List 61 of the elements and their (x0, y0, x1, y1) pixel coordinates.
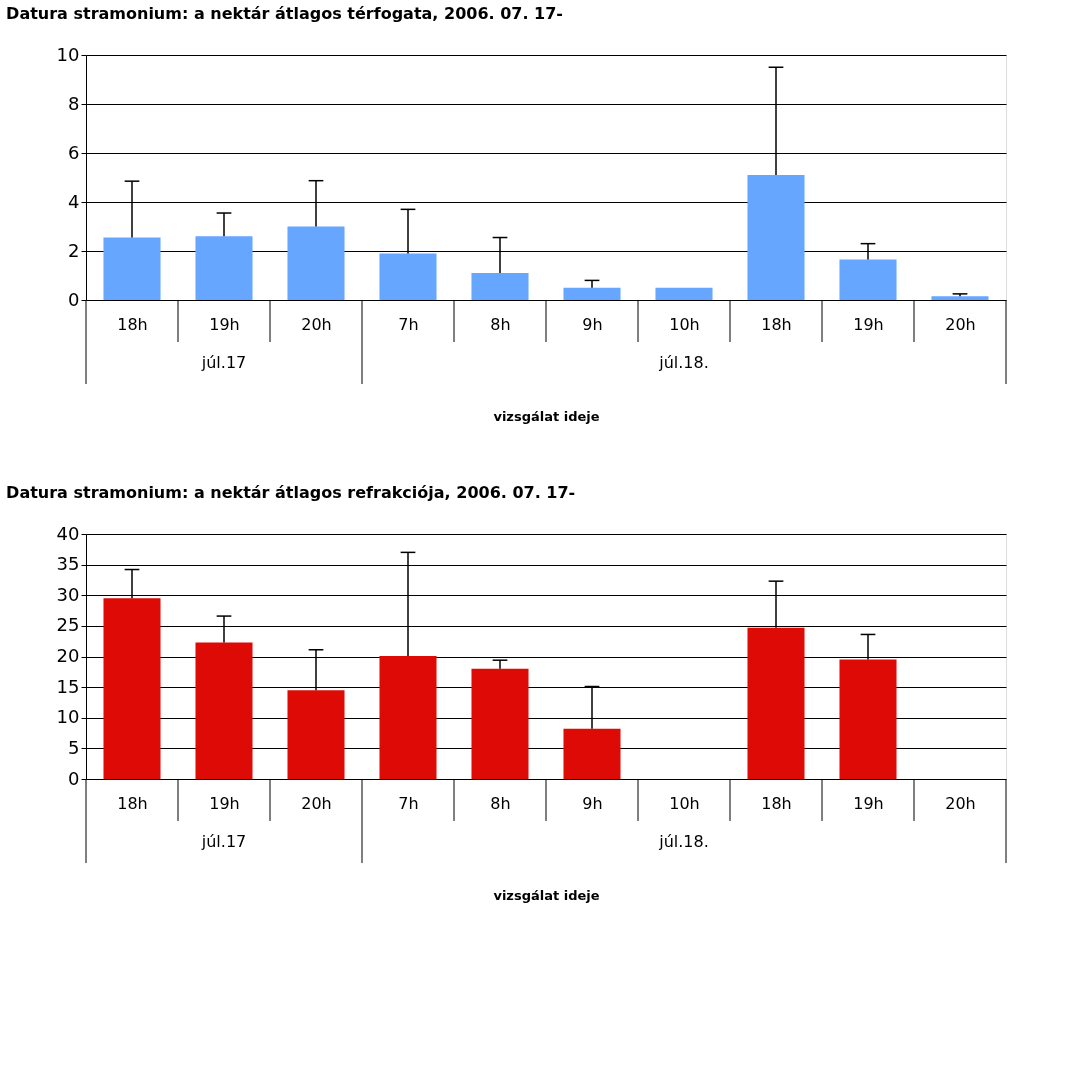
y-tick-label: 15 (56, 675, 80, 697)
x-tick-label: 19h (209, 793, 240, 813)
x-tick-label: 18h (117, 793, 148, 813)
y-tick-label: 0 (68, 767, 80, 789)
x-tick-label: 20h (945, 793, 976, 813)
x-tick-label: 20h (301, 793, 332, 813)
x-tick-label: 19h (853, 314, 884, 334)
x-tick-label: 7h (398, 793, 419, 813)
text: júl.17 (200, 353, 247, 372)
y-tick-label: 6 (68, 141, 80, 163)
bar (563, 728, 621, 779)
bar (931, 296, 989, 300)
x-tick-label: 7h (398, 314, 419, 334)
x-tick-label: 10h (669, 314, 700, 334)
bar (747, 175, 805, 300)
x-tick-label: 20h (945, 314, 976, 334)
text: júl.17 (200, 832, 247, 851)
y-tick-label: 10 (56, 43, 80, 65)
bar (655, 287, 713, 300)
bar (839, 259, 897, 300)
y-tick-label: 4 (68, 190, 80, 212)
y-tick-label: 0 (68, 288, 80, 310)
bar (563, 287, 621, 300)
x-tick-label: 9h (582, 793, 603, 813)
bar (195, 236, 253, 300)
x-axis-title: vizsgálat ideje (493, 408, 600, 424)
text: júl.18. (658, 832, 709, 851)
bar (103, 598, 161, 779)
y-tick-label: 10 (56, 706, 80, 728)
x-tick-label: 8h (490, 314, 511, 334)
y-tick-label: 35 (56, 553, 80, 575)
x-tick-label: 20h (301, 314, 332, 334)
y-tick-label: 5 (68, 736, 80, 758)
chart-title: Datura stramonium: a nektár átlagos refrakciója, 2006. 07. 17- (6, 483, 576, 502)
y-tick-label: 8 (68, 92, 80, 114)
bar (471, 273, 529, 300)
x-tick-label: 18h (117, 314, 148, 334)
bar (287, 226, 345, 300)
bar (195, 642, 253, 779)
bar (287, 690, 345, 779)
x-axis-title: vizsgálat ideje (493, 887, 600, 903)
x-tick-label: 19h (209, 314, 240, 334)
y-tick-label: 25 (56, 614, 80, 636)
x-tick-label: 19h (853, 793, 884, 813)
bar (103, 237, 161, 300)
chart-title: Datura stramonium: a nektár átlagos térfogata, 2006. 07. 17- (6, 4, 564, 23)
bar (747, 627, 805, 779)
x-tick-label: 18h (761, 793, 792, 813)
bar (379, 253, 437, 300)
bar (471, 668, 529, 779)
text: júl.18. (658, 353, 709, 372)
y-tick-label: 30 (56, 583, 80, 605)
x-tick-label: 9h (582, 314, 603, 334)
x-tick-label: 10h (669, 793, 700, 813)
y-tick-label: 40 (56, 522, 80, 544)
x-tick-label: 18h (761, 314, 792, 334)
bar (379, 655, 437, 779)
x-tick-label: 8h (490, 793, 511, 813)
y-tick-label: 2 (68, 239, 80, 261)
y-tick-label: 20 (56, 645, 80, 666)
bar (839, 659, 897, 779)
